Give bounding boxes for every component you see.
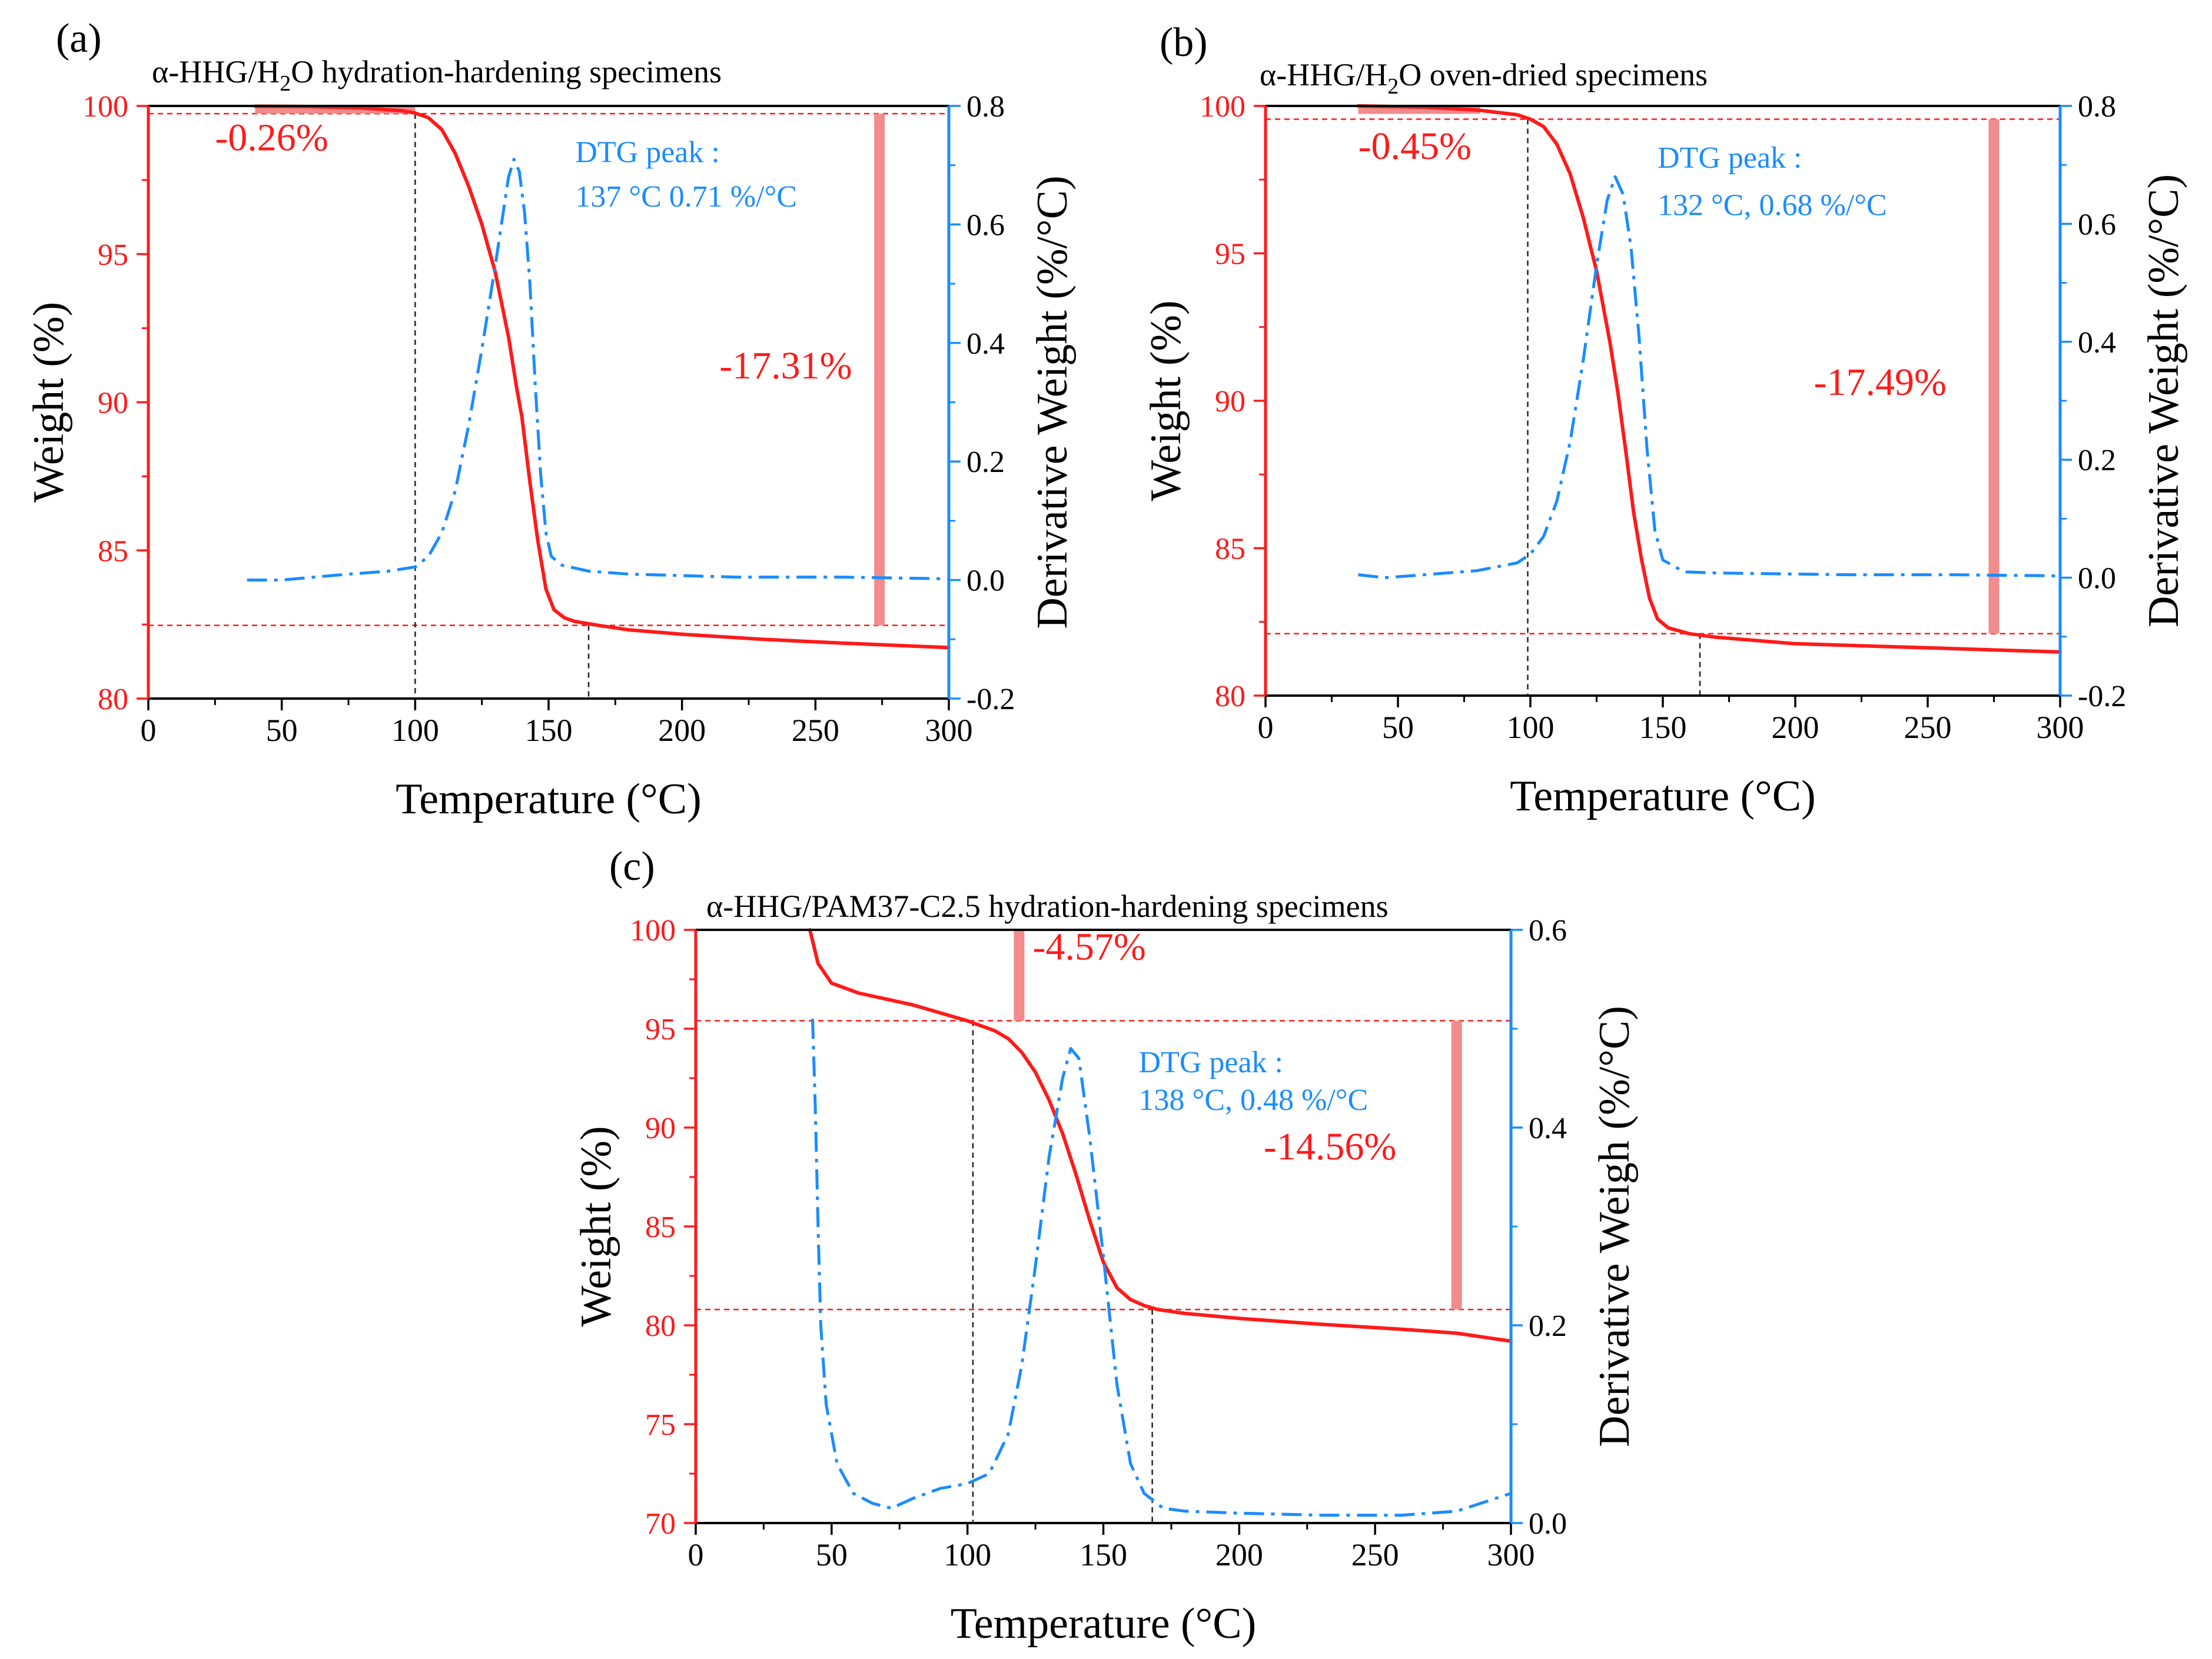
y-tick-label: 80: [645, 1309, 676, 1343]
second-step-loss: -14.56%: [1264, 1125, 1396, 1168]
x-tick-label: 0: [141, 713, 157, 748]
panel-label: (a): [56, 16, 102, 61]
x-tick-label: 300: [1487, 1537, 1535, 1572]
y-tick-label: 95: [98, 238, 128, 272]
x-tick-label: 0: [688, 1537, 704, 1572]
x-tick-label: 200: [1215, 1537, 1263, 1572]
second-step-loss: -17.49%: [1814, 361, 1947, 404]
y-tick-label: 70: [645, 1507, 676, 1541]
y2-tick-label: 0.4: [2078, 326, 2116, 360]
y-tick-label: 85: [645, 1211, 676, 1244]
dtg-curve: [247, 158, 949, 582]
y2-tick-label: 0.2: [966, 445, 1005, 479]
x-tick-label: 50: [816, 1537, 848, 1572]
x-tick-label: 150: [525, 713, 573, 748]
x-tick-label: 200: [658, 713, 706, 748]
weight-curve: [1356, 104, 2062, 654]
y2-tick-label: 0.8: [2078, 90, 2116, 124]
y-axis-label: Weight (%): [1142, 300, 1190, 501]
y-tick-label: 100: [1200, 90, 1246, 124]
y2-tick-label: 0.0: [966, 564, 1005, 598]
panel-title-main: α-HHG/H: [152, 54, 280, 89]
panel-label: (b): [1160, 20, 1208, 65]
y2-tick-label: 0.6: [2078, 208, 2116, 241]
y-tick-label: 80: [1215, 680, 1246, 713]
y2-tick-label: 0.0: [1529, 1507, 1567, 1541]
y2-tick-label: 0.4: [966, 327, 1005, 361]
x-axis-label: Temperature (°C): [396, 775, 702, 823]
dtg-peak-title: DTG peak :: [575, 136, 719, 169]
panel-title: α-HHG/H2O hydration-hardening specimens: [152, 54, 722, 96]
y-tick-label: 85: [98, 534, 128, 568]
x-tick-label: 150: [1639, 710, 1687, 745]
x-tick-label: 200: [1772, 710, 1819, 745]
x-tick-label: 250: [1904, 710, 1952, 745]
first-step-loss: -4.57%: [1032, 925, 1145, 968]
y2-axis-label: Derivative Weight (%/°C): [2140, 174, 2188, 627]
panel-title-main: α-HHG/PAM37-C2.5 hydration-hardening spe…: [706, 889, 1389, 924]
dtg-peak-value: 137 °C 0.71 %/°C: [575, 180, 797, 214]
x-tick-label: 50: [1382, 710, 1414, 745]
dtg-peak-value: 132 °C, 0.68 %/°C: [1658, 188, 1887, 222]
dtg-peak-value: 138 °C, 0.48 %/°C: [1139, 1083, 1369, 1117]
y-tick-label: 100: [82, 90, 128, 124]
y-tick-label: 85: [1215, 533, 1246, 566]
y-tick-label: 95: [1215, 238, 1246, 271]
weight-curve: [253, 104, 951, 650]
panel-title-subscript: 2: [1387, 74, 1399, 99]
dtg-curve: [811, 1019, 1512, 1517]
dtg-curve: [1358, 175, 2061, 580]
panel-title-rest: O oven-dried specimens: [1399, 57, 1708, 92]
y2-tick-label: 0.0: [2078, 562, 2116, 596]
panel-c: 0 50 100 150 200 250 300 70 75 80 85 90 95 100 0.0 0.2 0…: [572, 844, 1639, 1648]
weight-curve: [808, 928, 1513, 1343]
y-axis-label: Weight (%): [25, 302, 73, 503]
first-step-loss: -0.45%: [1359, 125, 1472, 168]
panel-title: α-HHG/H2O oven-dried specimens: [1260, 57, 1708, 99]
x-tick-label: 50: [266, 713, 298, 748]
x-tick-label: 150: [1080, 1537, 1127, 1572]
y2-tick-label: 0.6: [1529, 914, 1567, 947]
x-tick-label: 0: [1258, 710, 1274, 745]
panel-a: 0 50 100 150 200 250 300 80 85 90 95 100 -0.2 0.0 0.2 0…: [25, 16, 1077, 823]
y-tick-label: 80: [98, 683, 128, 716]
x-axis-label: Temperature (°C): [951, 1600, 1257, 1648]
y2-tick-label: 0.4: [1529, 1112, 1567, 1145]
y2-tick-label: 0.2: [2078, 444, 2116, 477]
panel-title-rest: O hydration-hardening specimens: [291, 54, 722, 89]
dtg-peak-title: DTG peak :: [1139, 1046, 1283, 1079]
y-tick-label: 90: [98, 387, 128, 420]
y2-axis-label: Derivative Weigh (%/°C): [1590, 1006, 1639, 1447]
y-axis-label: Weight (%): [572, 1126, 620, 1326]
y2-axis-label: Derivative Weight (%/°C): [1028, 175, 1077, 629]
x-tick-label: 100: [391, 713, 439, 748]
x-tick-label: 100: [1507, 710, 1555, 745]
y2-tick-label: -0.2: [966, 683, 1015, 716]
y-tick-label: 95: [645, 1013, 676, 1046]
panel-b: 0 50 100 150 200 250 300 80 85 90 95 100 -0.2 0.0 0.2 0…: [1142, 20, 2188, 820]
y-tick-label: 100: [630, 914, 676, 947]
panel-label: (c): [609, 844, 655, 889]
panel-title-main: α-HHG/H: [1260, 57, 1387, 92]
y-tick-label: 90: [1215, 385, 1246, 418]
y-tick-label: 90: [645, 1112, 676, 1145]
x-tick-label: 100: [944, 1537, 991, 1572]
y2-tick-label: -0.2: [2078, 680, 2126, 713]
x-axis-label: Temperature (°C): [1510, 772, 1816, 820]
x-tick-label: 300: [925, 713, 973, 748]
panel-title-subscript: 2: [280, 71, 291, 96]
dtg-peak-title: DTG peak :: [1658, 141, 1802, 175]
first-step-loss: -0.26%: [215, 117, 328, 159]
y2-tick-label: 0.6: [966, 208, 1005, 242]
x-tick-label: 300: [2037, 710, 2084, 745]
y-tick-label: 75: [645, 1408, 676, 1442]
second-step-loss: -17.31%: [719, 344, 852, 387]
x-tick-label: 250: [1351, 1537, 1399, 1572]
panel-title: α-HHG/PAM37-C2.5 hydration-hardening spe…: [706, 889, 1389, 924]
x-tick-label: 250: [792, 713, 839, 748]
y2-tick-label: 0.8: [966, 90, 1005, 124]
y2-tick-label: 0.2: [1529, 1309, 1567, 1343]
